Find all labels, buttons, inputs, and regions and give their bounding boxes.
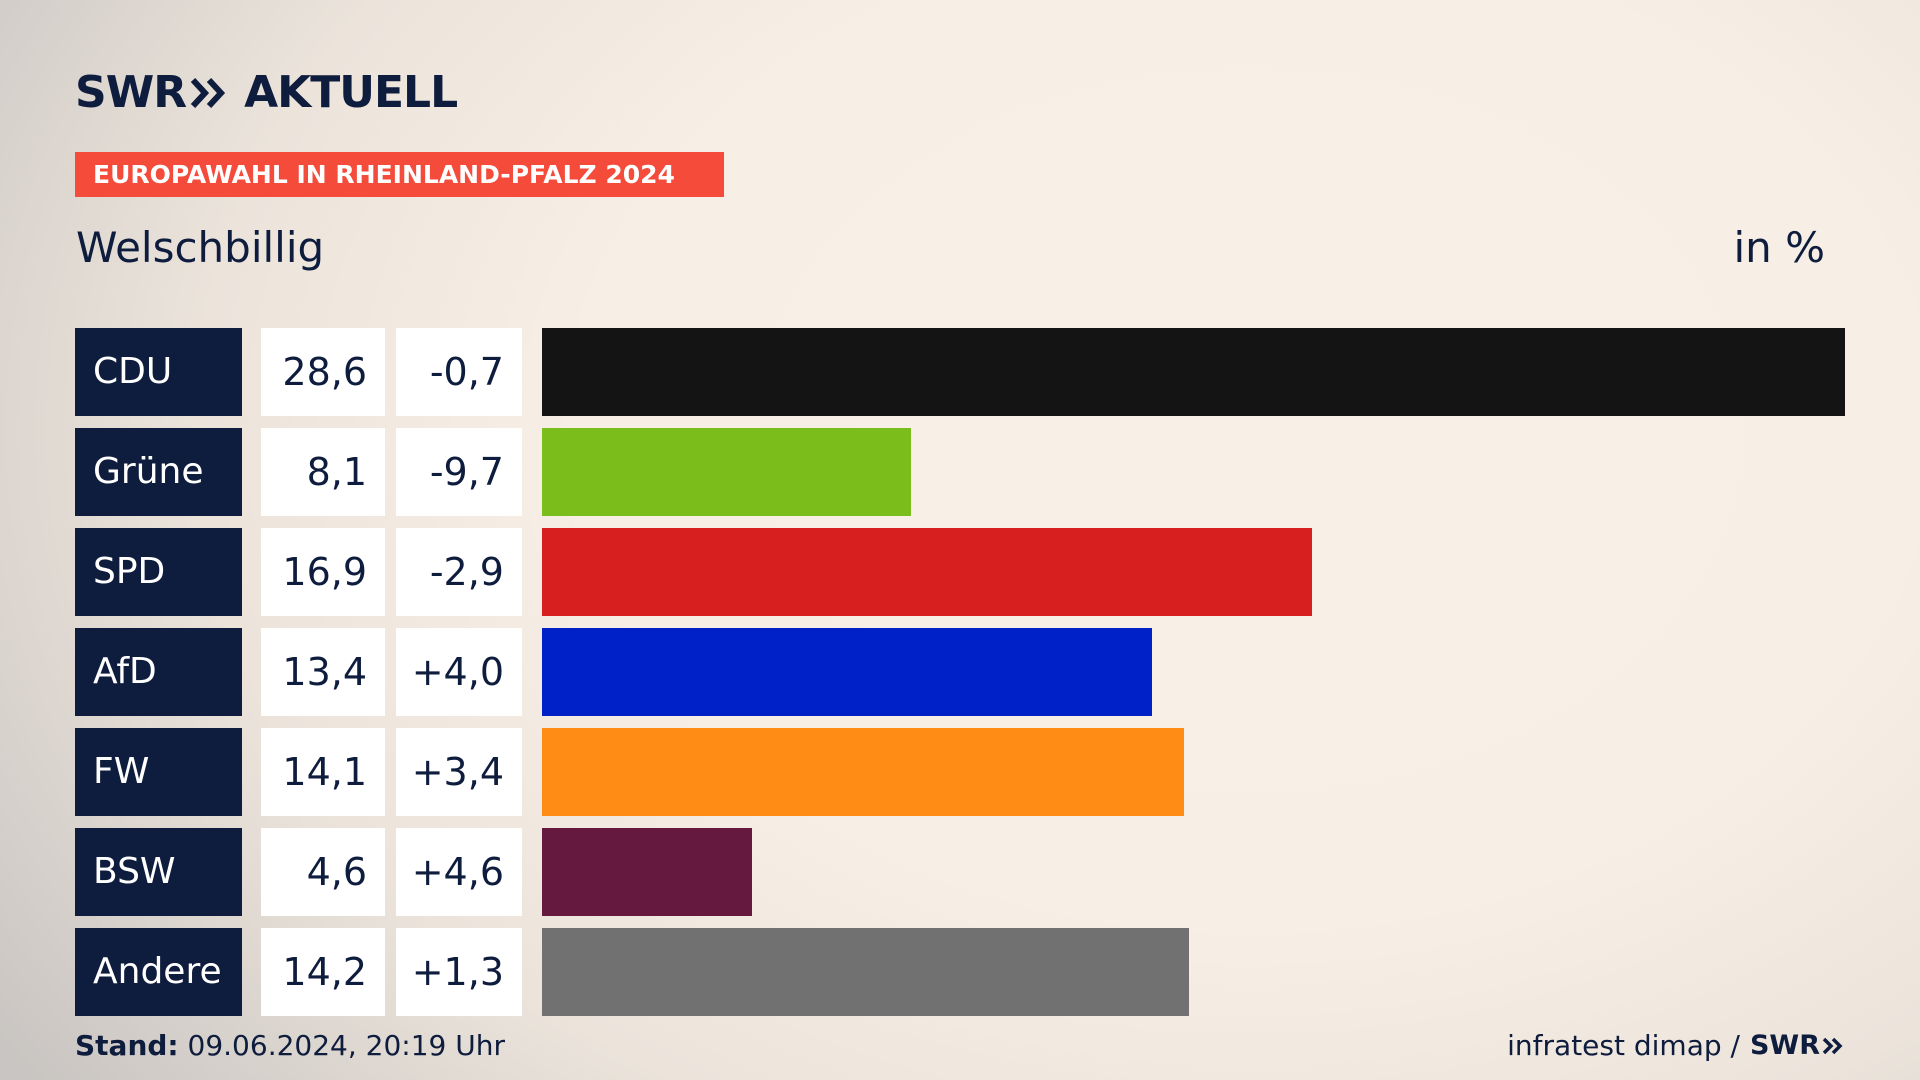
swr-aktuell-logo: SWR AKTUELL xyxy=(75,66,458,120)
logo-swr-text: SWR xyxy=(75,67,187,118)
timestamp: Stand: 09.06.2024, 20:19 Uhr xyxy=(75,1028,505,1064)
change-value: -2,9 xyxy=(396,528,522,616)
party-label: FW xyxy=(75,728,242,816)
change-value: +4,6 xyxy=(396,828,522,916)
change-value: +1,3 xyxy=(396,928,522,1016)
result-row: SPD 16,9 -2,9 xyxy=(75,528,1845,616)
source-credit: infratest dimap / SWR xyxy=(1507,1028,1844,1064)
result-row: FW 14,1 +3,4 xyxy=(75,728,1845,816)
result-bar xyxy=(542,428,911,516)
change-value: +3,4 xyxy=(396,728,522,816)
party-label: SPD xyxy=(75,528,242,616)
vote-share-value: 16,9 xyxy=(261,528,385,616)
double-chevron-icon xyxy=(1822,1037,1843,1055)
result-row: Andere 14,2 +1,3 xyxy=(75,928,1845,1016)
result-row: AfD 13,4 +4,0 xyxy=(75,628,1845,716)
result-row: BSW 4,6 +4,6 xyxy=(75,828,1845,916)
result-bar xyxy=(542,528,1312,616)
party-label: Grüne xyxy=(75,428,242,516)
place-title: Welschbillig xyxy=(76,223,325,272)
party-label: Andere xyxy=(75,928,242,1016)
vote-share-value: 14,1 xyxy=(261,728,385,816)
stand-value: 09.06.2024, 20:19 Uhr xyxy=(187,1029,505,1062)
result-bar xyxy=(542,628,1152,716)
change-value: -9,7 xyxy=(396,428,522,516)
result-bar xyxy=(542,928,1189,1016)
change-value: +4,0 xyxy=(396,628,522,716)
party-label: AfD xyxy=(75,628,242,716)
vote-share-value: 28,6 xyxy=(261,328,385,416)
source-text: infratest dimap / xyxy=(1507,1029,1740,1062)
result-row: CDU 28,6 -0,7 xyxy=(75,328,1845,416)
result-bar xyxy=(542,328,1845,416)
logo-aktuell-text: AKTUELL xyxy=(244,67,458,118)
source-brand: SWR xyxy=(1749,1030,1820,1061)
vote-share-value: 4,6 xyxy=(261,828,385,916)
unit-label: in % xyxy=(1733,223,1825,272)
stand-label: Stand: xyxy=(75,1029,179,1062)
double-chevron-icon xyxy=(190,77,226,109)
election-banner: EUROPAWAHL IN RHEINLAND-PFALZ 2024 xyxy=(75,152,724,197)
change-value: -0,7 xyxy=(396,328,522,416)
result-bar xyxy=(542,828,752,916)
vote-share-value: 13,4 xyxy=(261,628,385,716)
vote-share-value: 14,2 xyxy=(261,928,385,1016)
party-label: CDU xyxy=(75,328,242,416)
result-row: Grüne 8,1 -9,7 xyxy=(75,428,1845,516)
vote-share-value: 8,1 xyxy=(261,428,385,516)
result-bar xyxy=(542,728,1184,816)
party-label: BSW xyxy=(75,828,242,916)
